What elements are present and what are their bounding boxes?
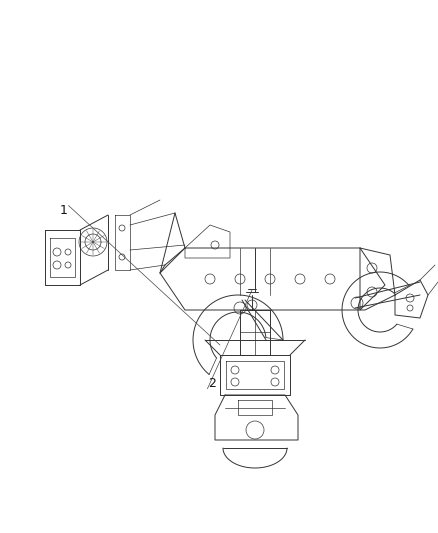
Text: 2: 2	[208, 377, 216, 390]
Text: 1: 1	[60, 204, 67, 217]
